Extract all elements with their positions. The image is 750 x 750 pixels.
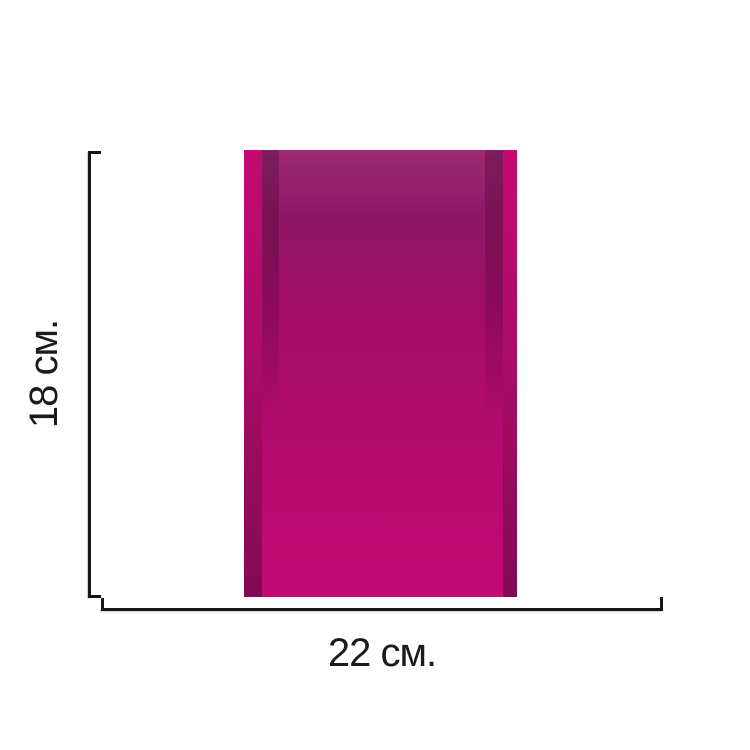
width-dimension-left-tick (101, 598, 104, 611)
width-dimension-line (101, 608, 663, 611)
height-dimension-label: 18 см. (22, 319, 66, 429)
package-image (244, 150, 517, 597)
width-dimension-label: 22 см. (327, 631, 437, 675)
package-left-fold-shadow (262, 150, 279, 597)
package-right-fold-shadow (485, 150, 503, 597)
package-right-edge-fold (503, 150, 517, 597)
height-dimension-bottom-tick (88, 595, 101, 598)
height-dimension-line (88, 151, 91, 598)
height-dimension-top-tick (88, 151, 101, 154)
width-dimension-right-tick (660, 597, 663, 611)
package-left-edge-fold (244, 150, 262, 597)
